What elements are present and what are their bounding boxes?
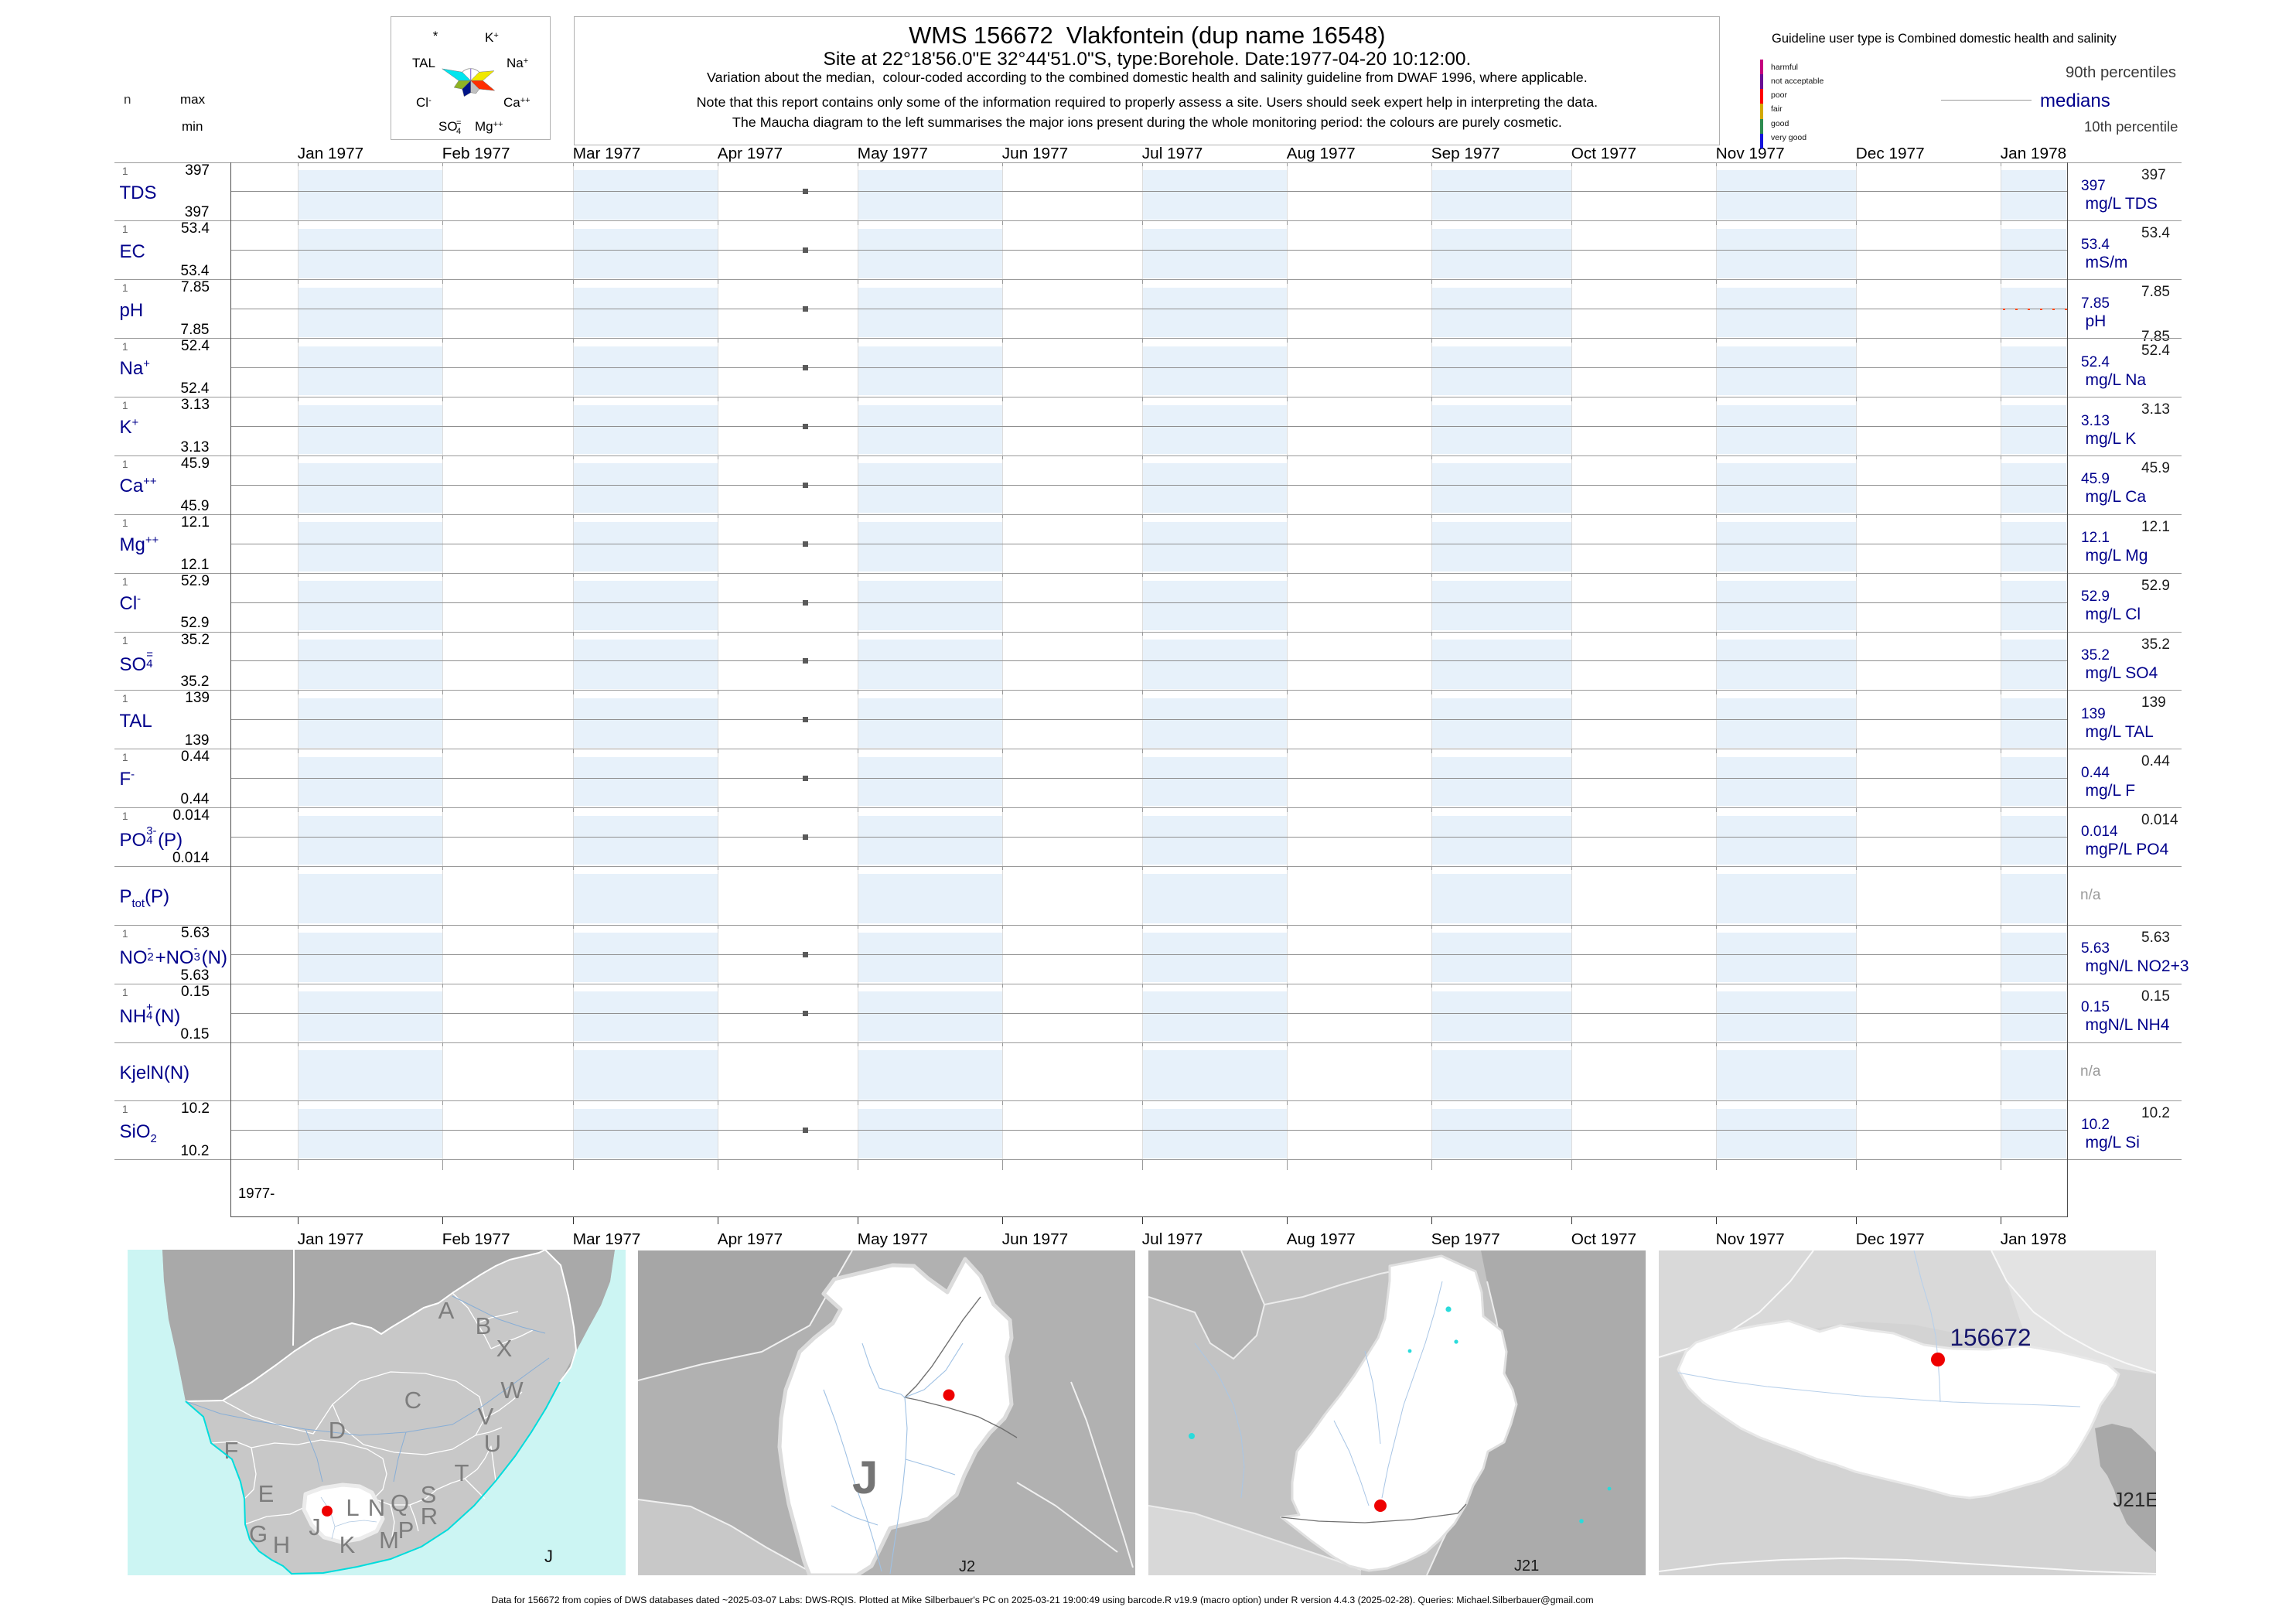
svg-text:Q: Q: [391, 1489, 409, 1517]
svg-text:*: *: [433, 29, 438, 43]
svg-text:L: L: [346, 1494, 359, 1521]
svg-text:J: J: [852, 1452, 878, 1503]
svg-text:D: D: [329, 1417, 346, 1444]
svg-text:U: U: [484, 1430, 501, 1457]
svg-text:M: M: [379, 1527, 399, 1554]
svg-text:E: E: [258, 1480, 275, 1507]
svg-text:A: A: [438, 1297, 455, 1324]
svg-text:J21: J21: [1514, 1557, 1539, 1575]
svg-text:SO: SO: [438, 119, 458, 134]
svg-text:TAL: TAL: [412, 56, 435, 70]
svg-text:T: T: [455, 1459, 469, 1486]
svg-text:K: K: [339, 1531, 356, 1558]
svg-text:B: B: [476, 1312, 492, 1339]
svg-text:F: F: [224, 1437, 239, 1464]
svg-text:J21E: J21E: [2113, 1488, 2156, 1511]
svg-text:J2: J2: [959, 1558, 975, 1575]
svg-text:W: W: [500, 1377, 524, 1404]
svg-text:N: N: [368, 1494, 385, 1521]
svg-text:4: 4: [456, 127, 461, 136]
svg-text:R: R: [421, 1503, 438, 1530]
svg-text:J: J: [544, 1547, 553, 1566]
svg-text:H: H: [273, 1531, 290, 1558]
svg-text:P: P: [398, 1517, 415, 1544]
svg-text:S: S: [421, 1481, 437, 1508]
svg-text:V: V: [478, 1403, 494, 1430]
svg-text:Na+: Na+: [507, 56, 528, 70]
svg-text:J: J: [309, 1513, 321, 1540]
svg-text:=: =: [456, 118, 461, 128]
svg-text:X: X: [496, 1335, 513, 1362]
svg-text:C: C: [404, 1387, 421, 1414]
svg-text:156672: 156672: [1950, 1323, 2031, 1351]
svg-text:Cl-: Cl-: [416, 95, 432, 110]
